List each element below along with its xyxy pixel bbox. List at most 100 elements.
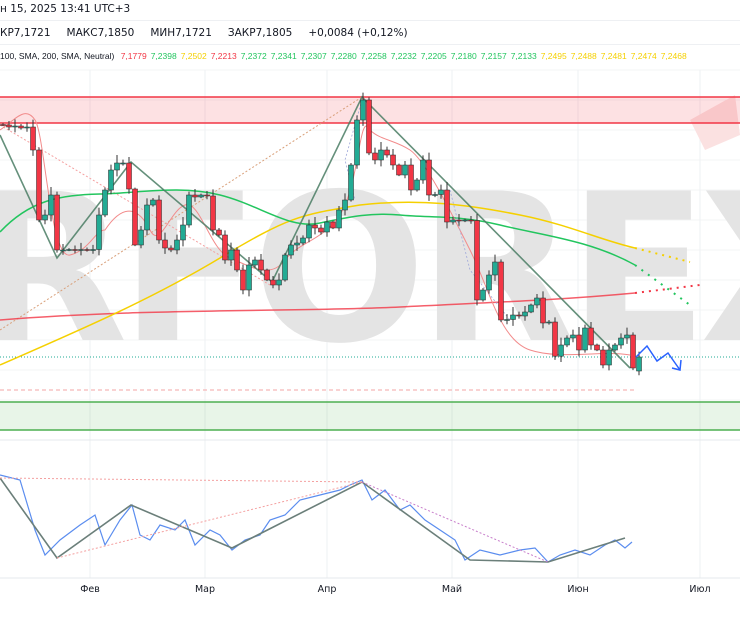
ohlc-label: МАКС — [66, 27, 98, 39]
sma-100-line — [0, 201, 636, 366]
change-value: +0,0084 (+0,12%) — [308, 27, 408, 39]
ohlc-0: КР7,1721 — [0, 27, 59, 39]
candle-down — [36, 149, 42, 221]
candle-down — [6, 124, 12, 128]
indicator-value: 7,2474 — [630, 51, 657, 61]
candle-up — [612, 344, 618, 351]
candle-down — [588, 327, 594, 346]
forecast-path — [635, 344, 681, 371]
candle-down — [30, 126, 36, 151]
candle-up — [78, 249, 84, 251]
candle-up — [504, 319, 510, 321]
indicator-value: 7,2307 — [300, 51, 327, 61]
candle-up — [294, 242, 300, 246]
candle-up — [228, 249, 234, 261]
indicator-value: 7,2157 — [480, 51, 507, 61]
candle-up — [306, 224, 312, 239]
candle-down — [540, 297, 546, 324]
divider — [0, 20, 740, 21]
candle-up — [534, 297, 540, 306]
divider — [0, 44, 740, 45]
indicator-value: 7,2258 — [360, 51, 387, 61]
candle-down — [318, 227, 324, 233]
candle-down — [54, 194, 60, 251]
candle-up — [324, 221, 330, 233]
candle-up — [60, 249, 66, 252]
candle-up — [450, 219, 456, 223]
datetime-label: н 15, 2025 13:41 UTC+3 — [0, 3, 131, 15]
ohlc-2: МИН7,1721 — [150, 27, 220, 39]
candle-down — [204, 194, 210, 197]
candle-down — [390, 154, 396, 166]
candle-down — [222, 234, 228, 261]
candle-down — [132, 188, 138, 246]
ohlc-readout: КР7,1721 МАКС7,1850 МИН7,1721 ЗАКР7,1805 +0,… — [0, 27, 416, 39]
candle-up — [348, 164, 354, 201]
candle-down — [408, 164, 414, 191]
time-label: Июн — [567, 584, 589, 595]
sma-50-projection — [634, 264, 691, 306]
indicator-value: 7,2495 — [540, 51, 567, 61]
oscillator-line — [0, 474, 633, 563]
indicator-value: 7,2213 — [210, 51, 237, 61]
candle-down — [192, 194, 198, 198]
candle-up — [582, 327, 588, 351]
indicator-params: 100, SMA, 200, SMA, Neutral) — [0, 51, 115, 61]
ohlc-3: ЗАКР7,1805 — [228, 27, 300, 39]
candle-up — [414, 179, 420, 191]
candle-up — [90, 249, 96, 251]
candle-up — [570, 334, 576, 339]
candle-up — [636, 356, 642, 372]
ohlc-value: 7,1805 — [255, 27, 293, 39]
indicator-value: 7,2180 — [450, 51, 477, 61]
candle-up — [492, 261, 498, 276]
candle-up — [558, 344, 564, 357]
oscillator-trend-dotted — [361, 481, 549, 563]
candle-down — [240, 269, 246, 291]
candle-up — [342, 199, 348, 211]
candle-up — [354, 119, 360, 166]
candle-up — [108, 169, 114, 191]
candle-up — [438, 189, 444, 195]
candle-up — [486, 274, 492, 291]
candle-up — [246, 264, 252, 291]
oscillator-zigzag — [0, 477, 626, 563]
candle-down — [126, 162, 132, 190]
candle-down — [234, 249, 240, 271]
candle-up — [480, 289, 486, 301]
candle-down — [264, 269, 270, 281]
candle-down — [474, 220, 480, 301]
time-label: Мар — [194, 584, 216, 595]
indicator-value: 7,2488 — [570, 51, 597, 61]
candle-up — [144, 204, 150, 231]
candle-down — [396, 164, 402, 176]
candle-up — [336, 209, 342, 229]
candle-up — [546, 321, 552, 324]
sma-50-line — [0, 189, 636, 266]
indicator-legend: 100, SMA, 200, SMA, Neutral) 7,1779 7,239… — [0, 51, 740, 62]
candle-up — [174, 239, 180, 251]
candle-up — [42, 214, 48, 221]
candle-up — [120, 162, 126, 165]
candle-down — [156, 199, 162, 241]
time-label: Фев — [80, 584, 100, 595]
candle-up — [24, 126, 30, 129]
candle-up — [378, 149, 384, 161]
time-label: Июл — [689, 584, 711, 595]
candle-down — [576, 334, 582, 351]
ohlc-value: 7,1850 — [97, 27, 135, 39]
candle-up — [252, 259, 258, 266]
candle-up — [420, 159, 426, 181]
candle-down — [498, 261, 504, 321]
candle-up — [138, 229, 144, 246]
indicator-value: 7,2280 — [330, 51, 357, 61]
indicator-value: 7,2133 — [510, 51, 537, 61]
indicator-value: 7,2341 — [270, 51, 297, 61]
candle-down — [210, 195, 216, 231]
candle-down — [270, 279, 276, 286]
candle-up — [282, 254, 288, 281]
candle-up — [186, 194, 192, 226]
candle-down — [630, 334, 636, 369]
candle-up — [150, 199, 156, 206]
